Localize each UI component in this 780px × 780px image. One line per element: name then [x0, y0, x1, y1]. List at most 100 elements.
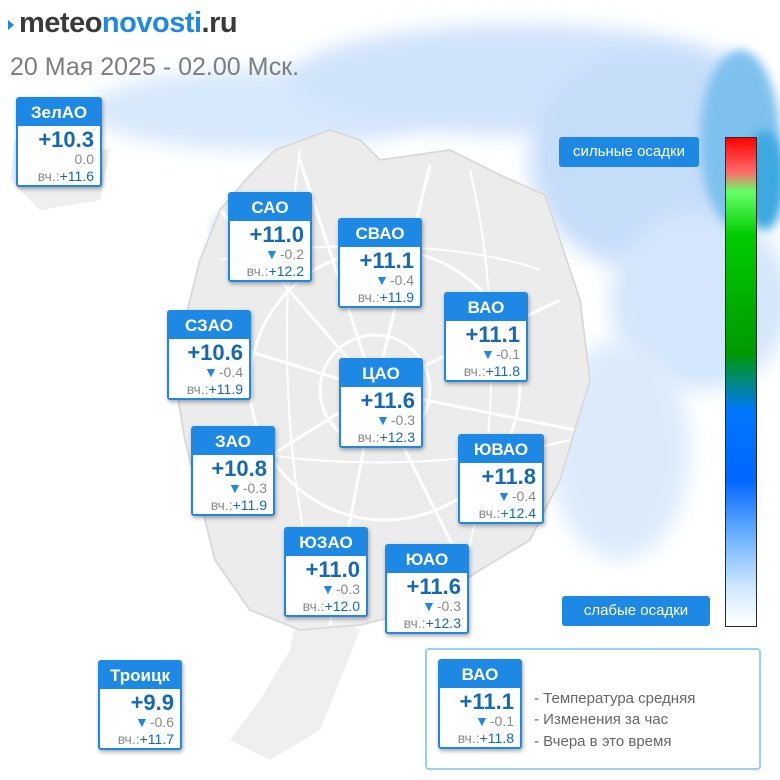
district-card-yuvao: ЮВАО +11.8 ▼-0.4 вч.:+12.4 [458, 434, 544, 524]
change-value: -0.3 [390, 412, 415, 428]
temperature-average: +11.6 [360, 388, 415, 413]
scale-label-heavy: сильные осадки [559, 137, 699, 167]
temperature-change: ▼-0.4 [340, 272, 420, 289]
yesterday-value: +11.9 [379, 289, 414, 305]
yesterday-value: +11.9 [232, 497, 267, 513]
district-name: ВАО [446, 294, 526, 321]
temperature-yesterday: вч.:+11.8 [440, 730, 520, 747]
change-arrow-icon: ▼ [481, 346, 495, 362]
change-arrow-icon: ▼ [422, 598, 436, 614]
yesterday-value: +12.4 [500, 505, 536, 521]
change-value: -0.2 [279, 246, 304, 262]
district-name: СВАО [340, 220, 420, 247]
yesterday-label: вч.: [403, 615, 426, 631]
district-card-szao: СЗАО +10.6 ▼-0.4 вч.:+11.9 [167, 310, 251, 400]
logo-arrow-icon [8, 18, 16, 32]
temperature-change: ▼-0.3 [341, 412, 421, 429]
yesterday-value: +12.0 [324, 598, 360, 614]
change-value: 0.0 [74, 151, 94, 167]
yesterday-label: вч.: [210, 497, 233, 513]
temperature-change: ▼-0.2 [230, 246, 310, 263]
district-card-troitsk: Троицк +9.9 ▼-0.6 вч.:+11.7 [98, 660, 182, 750]
temperature-yesterday: вч.:+12.0 [286, 598, 366, 615]
temperature-change: ▼-0.1 [440, 713, 520, 730]
change-arrow-icon: ▼ [321, 581, 335, 597]
district-card-yuao: ЮАО +11.6 ▼-0.3 вч.:+12.3 [385, 544, 469, 634]
temperature-average: +10.6 [187, 340, 243, 365]
logo-part-domain: .ru [201, 7, 238, 39]
district-name: ЦАО [341, 360, 421, 387]
district-card-zao: ЗАО +10.8 ▼-0.3 вч.:+11.9 [191, 426, 275, 516]
change-arrow-icon: ▼ [228, 480, 242, 496]
temperature-change: 0.0 [18, 151, 100, 168]
legend-line-yesterday: - Вчера в это время [534, 733, 672, 750]
logo-part-novosti: novosti [101, 7, 202, 39]
yesterday-value: +11.6 [59, 168, 94, 184]
legend-line-hourly-change: - Изменения за час [534, 711, 669, 728]
temperature-average: +10.3 [38, 127, 94, 152]
district-name: ЮЗАО [286, 529, 366, 556]
legend-example-card: ВАО +11.1 ▼-0.1 вч.:+11.8 [438, 659, 522, 749]
yesterday-label: вч.: [478, 505, 501, 521]
district-card-tsao: ЦАО +11.6 ▼-0.3 вч.:+12.3 [339, 358, 423, 448]
yesterday-value: +11.7 [139, 731, 174, 747]
temperature-yesterday: вч.:+12.2 [230, 263, 310, 280]
district-card-yuzao: ЮЗАО +11.0 ▼-0.3 вч.:+12.0 [284, 527, 368, 617]
yesterday-value: +12.3 [379, 429, 415, 445]
district-card-zelao: ЗелАО +10.3 0.0 вч.:+11.6 [16, 97, 102, 187]
change-value: -0.4 [389, 272, 414, 288]
temperature-yesterday: вч.:+11.7 [100, 731, 180, 748]
temperature-average: +11.1 [459, 689, 514, 714]
temperature-average: +11.1 [359, 248, 414, 273]
legend-line-average: - Температура средняя [534, 690, 696, 707]
temperature-change: ▼-0.1 [446, 346, 526, 363]
change-arrow-icon: ▼ [265, 246, 279, 262]
yesterday-label: вч.: [117, 731, 140, 747]
temperature-change: ▼-0.3 [193, 480, 273, 497]
temperature-change: ▼-0.4 [169, 364, 249, 381]
change-arrow-icon: ▼ [375, 272, 389, 288]
temperature-yesterday: вч.:+12.3 [387, 615, 467, 632]
change-value: -0.4 [218, 364, 243, 380]
change-value: -0.3 [436, 598, 461, 614]
district-card-vao: ВАО +11.1 ▼-0.1 вч.:+11.8 [444, 292, 528, 382]
district-card-svao: СВАО +11.1 ▼-0.4 вч.:+11.9 [338, 218, 422, 308]
precipitation-scale-bar [725, 137, 757, 627]
yesterday-label: вч.: [357, 429, 380, 445]
district-name: САО [230, 194, 310, 221]
change-value: -0.3 [242, 480, 267, 496]
temperature-yesterday: вч.:+11.9 [340, 289, 420, 306]
district-name: Троицк [100, 662, 180, 689]
forecast-datetime: 20 Мая 2025 - 02.00 Мск. [10, 53, 300, 81]
temperature-change: ▼-0.6 [100, 714, 180, 731]
yesterday-value: +11.8 [485, 363, 520, 379]
temperature-yesterday: вч.:+11.6 [18, 168, 100, 185]
temperature-change: ▼-0.3 [286, 581, 366, 598]
logo-part-meteo: meteo [19, 7, 102, 39]
yesterday-label: вч.: [302, 598, 325, 614]
change-value: -0.1 [489, 713, 514, 729]
temperature-average: +9.9 [130, 690, 174, 715]
site-logo: meteonovosti.ru [8, 6, 238, 40]
change-arrow-icon: ▼ [204, 364, 218, 380]
temperature-average: +11.0 [249, 222, 304, 247]
change-arrow-icon: ▼ [497, 488, 511, 504]
temperature-change: ▼-0.3 [387, 598, 467, 615]
yesterday-value: +12.2 [268, 263, 304, 279]
temperature-average: +10.8 [211, 456, 267, 481]
temperature-yesterday: вч.:+12.4 [460, 505, 542, 522]
yesterday-label: вч.: [357, 289, 380, 305]
yesterday-label: вч.: [37, 168, 60, 184]
temperature-average: +11.6 [406, 574, 461, 599]
change-value: -0.3 [335, 581, 360, 597]
temperature-average: +11.1 [465, 322, 520, 347]
district-name: ЮАО [387, 546, 467, 573]
change-value: -0.1 [495, 346, 520, 362]
temperature-average: +11.8 [481, 464, 536, 489]
yesterday-label: вч.: [463, 363, 486, 379]
district-name: ЗАО [193, 428, 273, 455]
change-value: -0.6 [149, 714, 174, 730]
district-name: ЮВАО [460, 436, 542, 463]
change-arrow-icon: ▼ [376, 412, 390, 428]
temperature-yesterday: вч.:+11.9 [193, 497, 273, 514]
